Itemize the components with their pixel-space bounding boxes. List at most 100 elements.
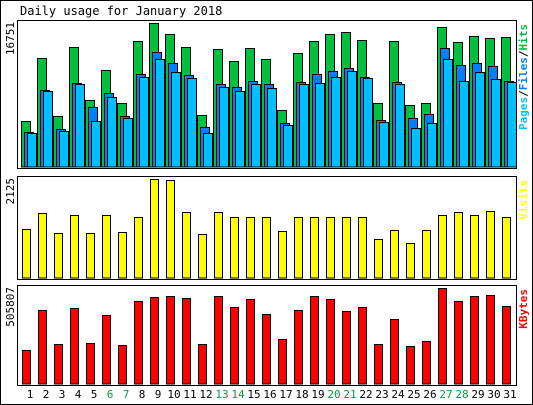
bar-pages-day-21: [347, 71, 357, 168]
bar-visits-day-9: [150, 179, 159, 279]
bar-kbytes-day-5: [86, 343, 95, 385]
bar-visits-day-5: [86, 233, 95, 279]
bar-kbytes-day-29: [470, 296, 479, 385]
bar-visits-day-29: [470, 215, 479, 279]
bar-kbytes-day-13: [214, 296, 223, 385]
bar-visits-day-4: [70, 215, 79, 279]
bar-visits-day-28: [454, 212, 463, 279]
bar-kbytes-day-19: [310, 296, 319, 385]
day-label-26: 26: [423, 388, 436, 401]
bar-pages-day-18: [299, 84, 309, 168]
bar-visits-day-8: [134, 217, 143, 279]
bar-visits-day-7: [118, 232, 127, 279]
day-label-16: 16: [263, 388, 276, 401]
day-label-25: 25: [407, 388, 420, 401]
bar-kbytes-day-20: [326, 299, 335, 385]
bar-visits-day-3: [54, 233, 63, 279]
bar-kbytes-day-9: [150, 297, 159, 385]
bar-pages-day-29: [475, 72, 485, 168]
day-label-29: 29: [471, 388, 484, 401]
y-max-label: 2125: [4, 178, 17, 205]
bar-pages-day-23: [379, 122, 389, 168]
bar-pages-day-20: [331, 77, 341, 168]
day-label-22: 22: [359, 388, 372, 401]
bar-kbytes-day-27: [438, 288, 447, 385]
bar-visits-day-6: [102, 215, 111, 279]
day-label-23: 23: [375, 388, 388, 401]
day-label-9: 9: [155, 388, 162, 401]
bar-pages-day-26: [427, 123, 437, 168]
day-label-5: 5: [91, 388, 98, 401]
bar-pages-day-25: [411, 128, 421, 168]
bar-kbytes-day-2: [38, 310, 47, 385]
bar-kbytes-day-8: [134, 301, 143, 385]
day-label-13: 13: [215, 388, 228, 401]
day-labels: 1 2 3 4 5 6 7 8 9 10 11 12 13 14 15 16 17 18 19 20 21 22 23 24 2…: [27, 388, 517, 401]
bar-visits-day-17: [278, 231, 287, 279]
y-max-label: 16751: [4, 22, 17, 55]
bar-visits-day-13: [214, 212, 223, 279]
day-label-28: 28: [455, 388, 468, 401]
bar-pages-day-15: [251, 84, 261, 168]
panel-legend: KBytes: [517, 289, 530, 329]
day-label-11: 11: [183, 388, 196, 401]
legend-hits: Hits: [517, 24, 530, 51]
bar-pages-day-16: [267, 88, 277, 168]
bar-kbytes-day-1: [22, 350, 31, 385]
bar-pages-day-17: [283, 125, 293, 168]
bar-pages-day-7: [123, 118, 133, 168]
bar-pages-day-4: [75, 84, 85, 168]
day-label-18: 18: [295, 388, 308, 401]
bar-pages-day-1: [27, 133, 37, 168]
bar-visits-day-14: [230, 217, 239, 279]
bar-pages-day-11: [187, 78, 197, 168]
bar-kbytes-day-28: [454, 301, 463, 385]
y-max-label: 505807: [4, 287, 17, 327]
day-label-4: 4: [75, 388, 82, 401]
legend-files: Files: [517, 57, 530, 90]
day-label-14: 14: [231, 388, 245, 401]
bar-pages-day-10: [171, 72, 181, 168]
bar-visits-day-2: [38, 213, 47, 279]
bar-pages-day-6: [107, 97, 117, 168]
day-label-3: 3: [59, 388, 66, 401]
bar-kbytes-day-31: [502, 306, 511, 385]
legend-kbytes: KBytes: [517, 289, 530, 329]
series-kbytes: [22, 288, 511, 385]
bar-visits-day-25: [406, 243, 415, 279]
bar-pages-day-22: [363, 78, 373, 168]
day-label-2: 2: [43, 388, 50, 401]
day-label-31: 31: [503, 388, 516, 401]
bar-kbytes-day-15: [246, 299, 255, 385]
bar-kbytes-day-14: [230, 307, 239, 385]
series-visits: [22, 179, 511, 279]
bar-kbytes-day-18: [294, 310, 303, 385]
day-label-10: 10: [167, 388, 180, 401]
bar-kbytes-day-12: [198, 344, 207, 385]
bar-pages-day-3: [59, 131, 69, 168]
bar-visits-day-31: [502, 217, 511, 279]
day-label-19: 19: [311, 388, 324, 401]
day-label-8: 8: [139, 388, 146, 401]
bar-kbytes-day-24: [390, 319, 399, 385]
bar-visits-day-21: [342, 217, 351, 279]
bar-kbytes-day-7: [118, 345, 127, 385]
day-label-20: 20: [327, 388, 340, 401]
bar-kbytes-day-6: [102, 315, 111, 385]
legend-pages: Pages: [517, 97, 530, 130]
day-label-1: 1: [27, 388, 34, 401]
day-label-27: 27: [439, 388, 452, 401]
bar-pages-day-8: [139, 77, 149, 168]
day-label-6: 6: [107, 388, 114, 401]
day-label-21: 21: [343, 388, 356, 401]
panel-kbytes: 505807 KBytes: [4, 285, 530, 386]
bar-pages-day-5: [91, 121, 101, 168]
bar-visits-day-30: [486, 211, 495, 279]
bar-kbytes-day-3: [54, 344, 63, 385]
bar-pages-day-19: [315, 83, 325, 168]
bar-kbytes-day-11: [182, 298, 191, 385]
bar-visits-day-27: [438, 215, 447, 279]
